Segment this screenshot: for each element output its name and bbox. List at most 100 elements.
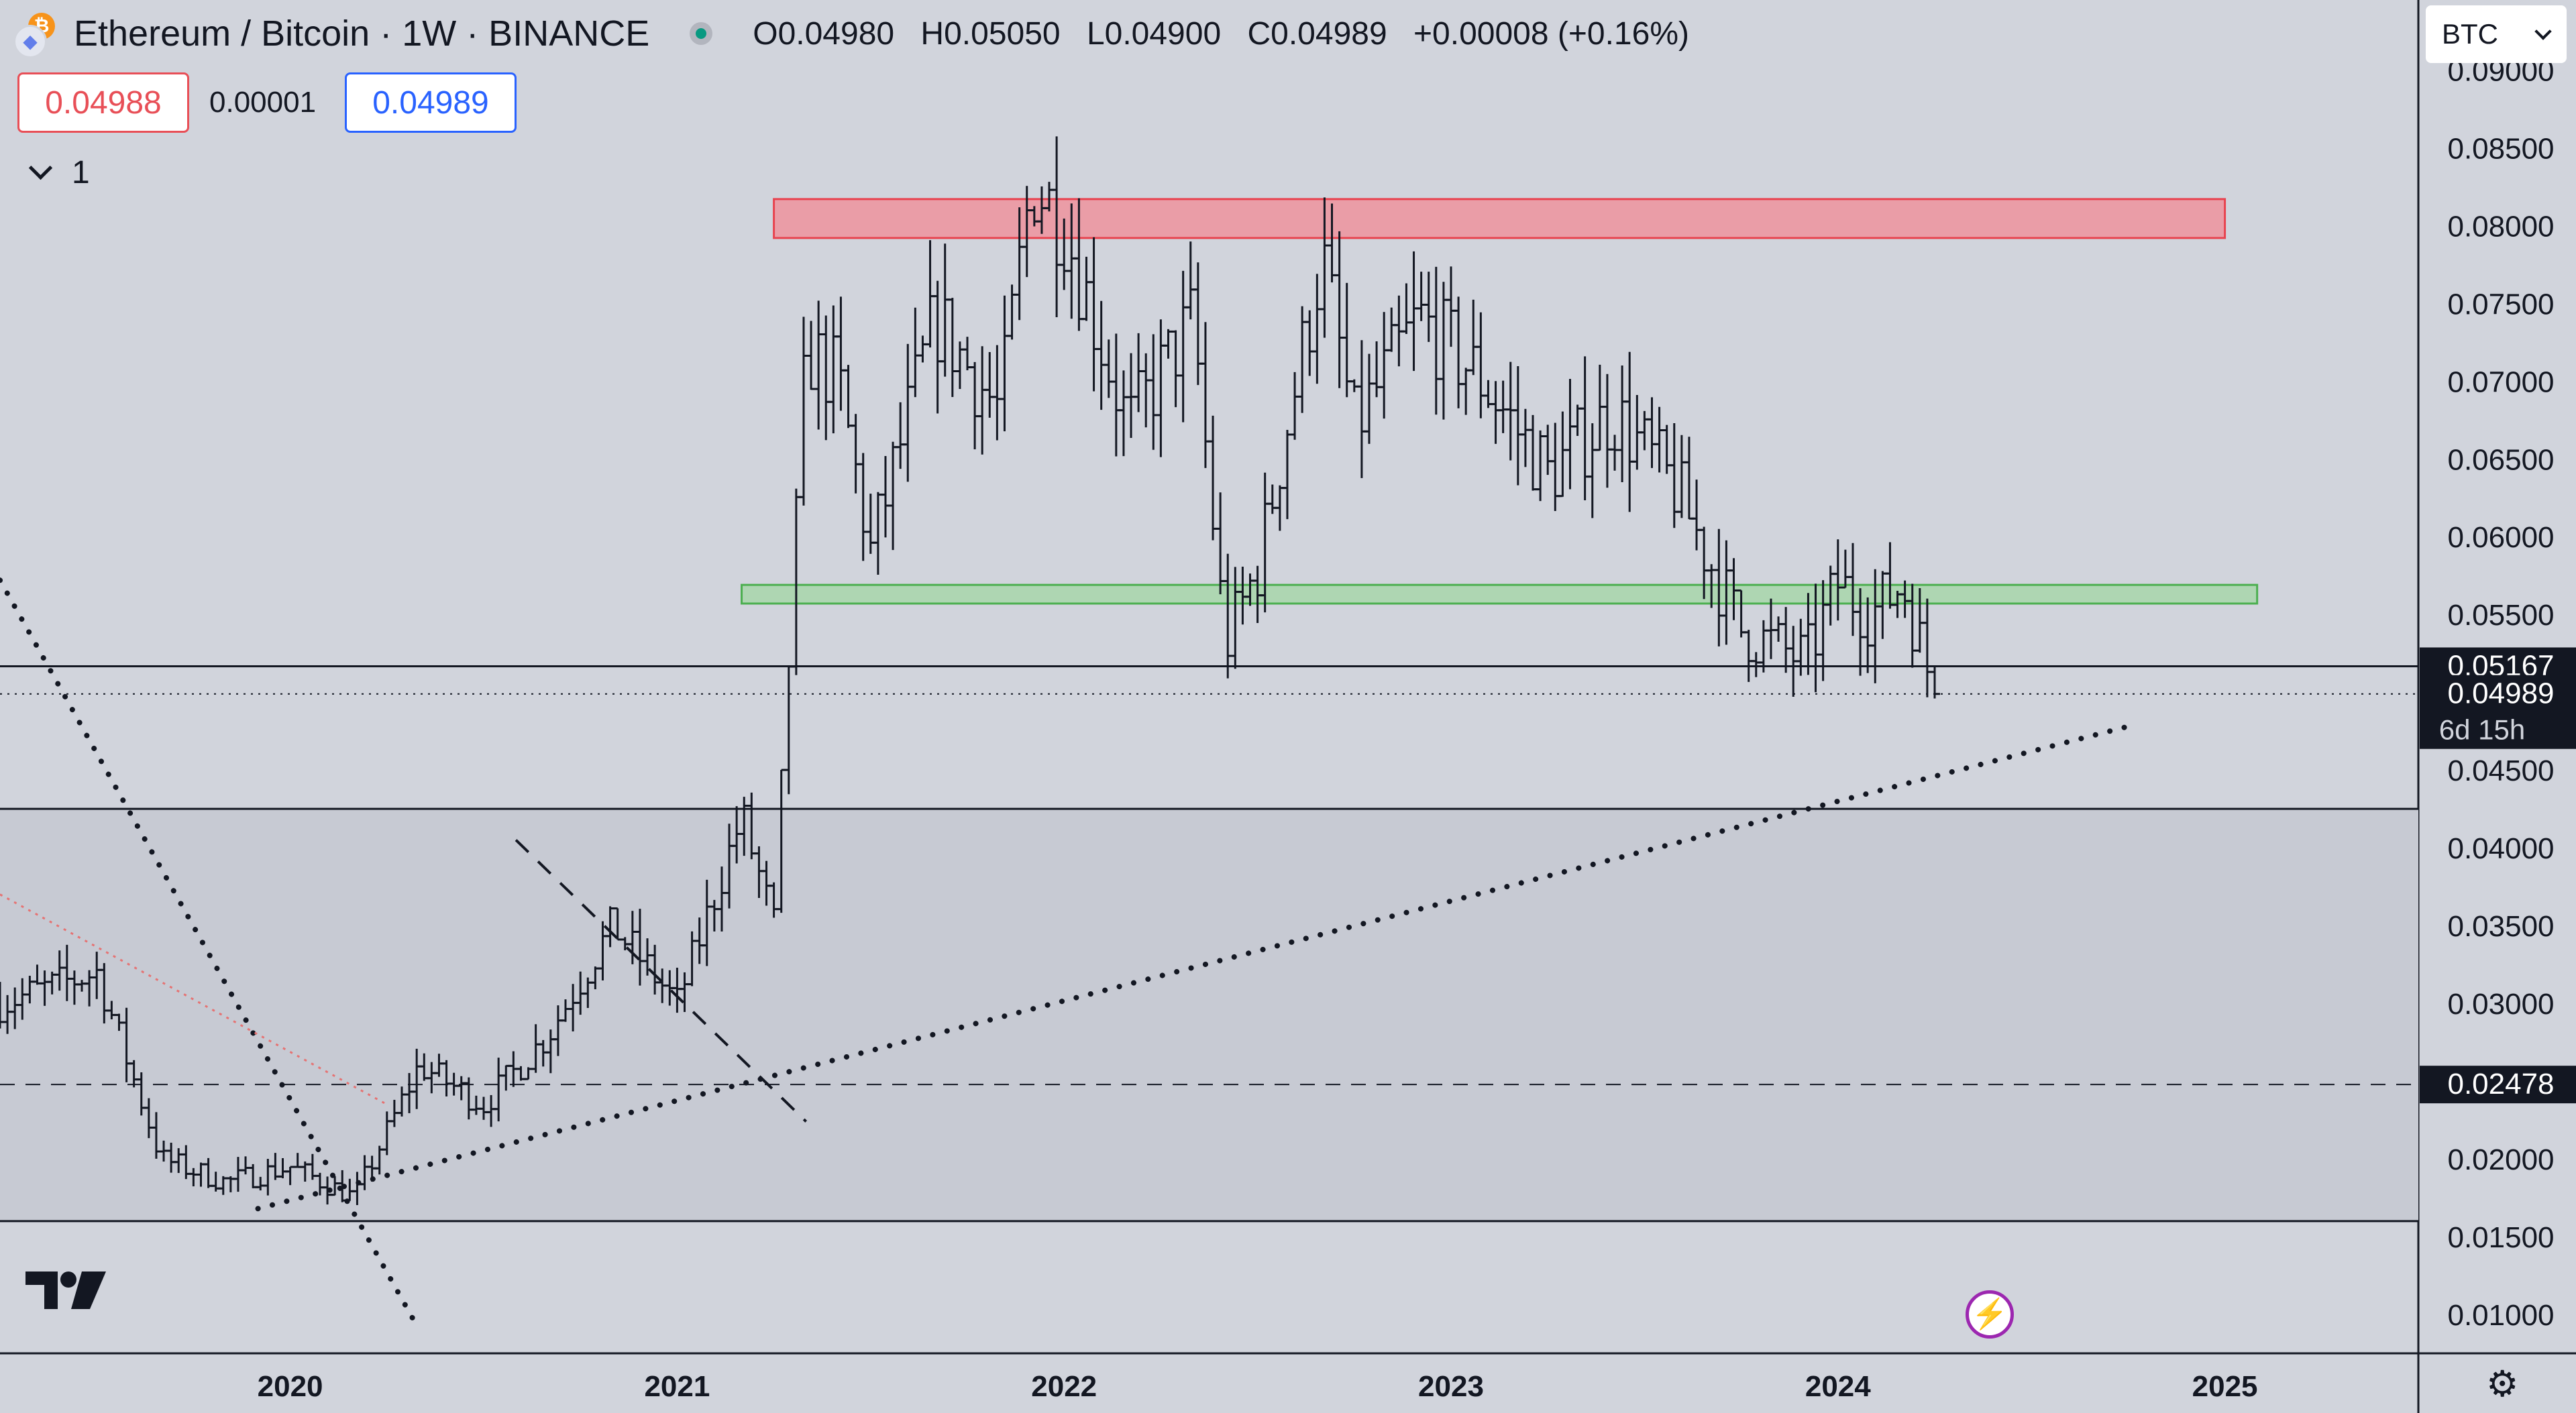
ohlc-bar[interactable] — [888, 441, 899, 551]
ohlc-bar[interactable] — [1661, 425, 1672, 474]
ohlc-bar[interactable] — [984, 351, 996, 418]
ohlc-bar[interactable] — [939, 243, 951, 377]
ohlc-series[interactable] — [0, 136, 1940, 1205]
ohlc-bar[interactable] — [1401, 283, 1412, 335]
ohlc-bar[interactable] — [924, 240, 936, 348]
ohlc-bar[interactable] — [977, 346, 988, 455]
currency-select[interactable]: BTC — [2426, 5, 2567, 63]
ohlc-bar[interactable] — [783, 665, 794, 795]
symbol-icons[interactable]: ₿ ◆ — [13, 10, 60, 58]
ohlc-bar[interactable] — [1208, 415, 1219, 541]
ohlc-bar[interactable] — [1512, 366, 1523, 486]
ohlc-bar[interactable] — [1468, 299, 1479, 376]
ohlc-bar[interactable] — [1230, 567, 1241, 669]
trendline[interactable] — [255, 724, 2131, 1212]
ohlc-bar[interactable] — [1460, 368, 1472, 415]
ohlc-bar[interactable] — [917, 335, 928, 363]
ohlc-bar[interactable] — [1430, 266, 1442, 415]
ohlc-bar[interactable] — [1304, 310, 1316, 376]
support-zone[interactable] — [741, 583, 2259, 605]
ohlc-bar[interactable] — [1334, 231, 1345, 388]
ohlc-bar[interactable] — [1550, 422, 1561, 511]
ohlc-bar[interactable] — [1155, 319, 1167, 457]
ohlc-bar[interactable] — [1133, 333, 1144, 412]
ohlc-bar[interactable] — [1118, 370, 1129, 457]
ohlc-bar[interactable] — [1192, 262, 1203, 386]
ohlc-bar[interactable] — [1289, 372, 1301, 440]
ohlc-bar[interactable] — [962, 337, 973, 371]
ohlc-bar[interactable] — [902, 343, 914, 482]
ohlc-bar[interactable] — [1832, 539, 1843, 621]
ohlc-bar[interactable] — [1356, 340, 1367, 478]
ohlc-bar[interactable] — [1379, 312, 1390, 419]
ohlc-bar[interactable] — [820, 315, 832, 441]
ohlc-bar[interactable] — [1177, 270, 1189, 422]
ohlc-bar[interactable] — [806, 321, 817, 390]
ohlc-bar[interactable] — [991, 345, 1003, 441]
ohlc-bar[interactable] — [895, 402, 906, 469]
ohlc-bar[interactable] — [1199, 322, 1211, 468]
ohlc-bar[interactable] — [1371, 341, 1383, 398]
ohlc-bar[interactable] — [872, 492, 883, 575]
ohlc-bar[interactable] — [1497, 380, 1509, 433]
ohlc-bar[interactable] — [1519, 408, 1531, 467]
ohlc-bar[interactable] — [1081, 256, 1092, 321]
ohlc-bar[interactable] — [1877, 571, 1888, 639]
trendline[interactable] — [0, 893, 388, 1106]
ohlc-bar[interactable] — [1527, 414, 1539, 491]
ohlc-bar[interactable] — [1862, 597, 1874, 673]
ohlc-bar[interactable] — [828, 305, 839, 434]
ohlc-bar[interactable] — [790, 488, 802, 675]
ohlc-bar[interactable] — [850, 414, 861, 494]
ohlc-bar[interactable] — [857, 453, 869, 561]
ohlc-bar[interactable] — [1921, 598, 1933, 697]
ohlc-bar[interactable] — [932, 280, 943, 414]
settings-icon[interactable]: ⚙ — [2486, 1364, 2519, 1404]
sell-button[interactable]: 0.04988 — [17, 72, 189, 133]
ohlc-bar[interactable] — [1281, 429, 1293, 520]
ohlc-bar[interactable] — [1126, 353, 1137, 439]
ohlc-bar[interactable] — [1163, 329, 1174, 359]
ohlc-bar[interactable] — [1088, 237, 1099, 392]
ohlc-bar[interactable] — [1758, 620, 1769, 673]
ohlc-bar[interactable] — [1311, 274, 1323, 384]
symbol-title[interactable]: Ethereum / Bitcoin · 1W · BINANCE — [74, 13, 650, 54]
ohlc-bar[interactable] — [1773, 616, 1784, 642]
lightning-icon[interactable]: ⚡ — [1966, 1290, 2014, 1339]
ohlc-bar[interactable] — [879, 456, 891, 538]
ohlc-bar[interactable] — [1363, 353, 1375, 444]
ohlc-bar[interactable] — [865, 494, 876, 554]
ohlc-bar[interactable] — [1683, 437, 1695, 520]
ohlc-bar[interactable] — [1274, 485, 1285, 531]
ohlc-bar[interactable] — [1408, 251, 1419, 372]
ohlc-bar[interactable] — [1654, 406, 1665, 473]
ohlc-bar[interactable] — [1006, 284, 1018, 340]
ohlc-bar[interactable] — [1780, 607, 1792, 673]
ohlc-bar[interactable] — [1646, 397, 1658, 468]
trendline[interactable] — [515, 839, 808, 1123]
ohlc-bar[interactable] — [1267, 484, 1278, 514]
ohlc-bar[interactable] — [1542, 425, 1554, 475]
ohlc-bar[interactable] — [1341, 282, 1352, 398]
ohlc-bar[interactable] — [1609, 435, 1621, 471]
ohlc-bar[interactable] — [1103, 339, 1114, 398]
ohlc-bar[interactable] — [1765, 598, 1776, 659]
ohlc-bar[interactable] — [910, 307, 921, 398]
time-axis[interactable] — [0, 1355, 2418, 1413]
ohlc-bar[interactable] — [1639, 410, 1650, 451]
indicators-toggle[interactable]: 1 — [28, 154, 90, 191]
ohlc-bar[interactable] — [1140, 353, 1152, 428]
tradingview-logo-icon[interactable] — [23, 1267, 110, 1314]
ohlc-bar[interactable] — [1839, 549, 1851, 589]
ohlc-bar[interactable] — [1601, 374, 1613, 488]
ohlc-bar[interactable] — [1587, 423, 1598, 518]
ohlc-bar[interactable] — [1624, 351, 1635, 512]
ohlc-bar[interactable] — [1803, 593, 1814, 675]
ohlc-bar[interactable] — [1750, 652, 1762, 677]
ohlc-bar[interactable] — [1438, 282, 1449, 420]
ohlc-bar[interactable] — [1386, 307, 1397, 352]
ohlc-bar[interactable] — [835, 296, 847, 411]
ohlc-bar[interactable] — [1215, 492, 1226, 595]
ohlc-bar[interactable] — [1490, 381, 1501, 444]
